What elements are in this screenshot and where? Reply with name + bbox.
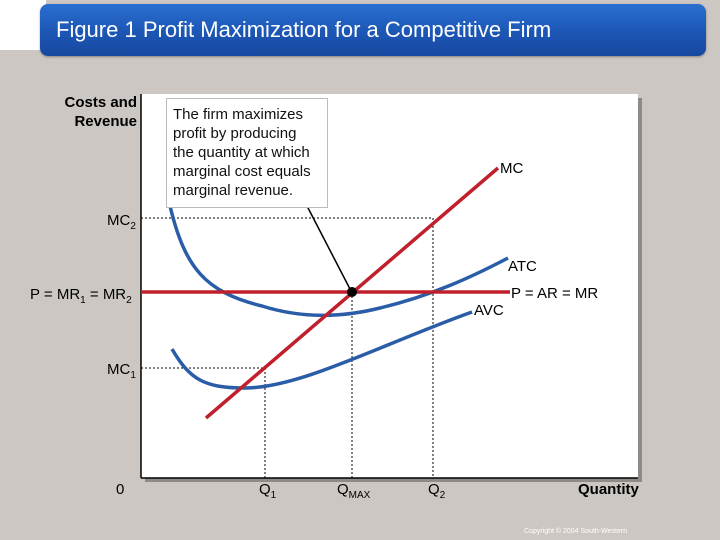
price-label-sub2: 2 xyxy=(126,295,132,306)
q2-label-sub: 2 xyxy=(439,490,446,501)
qmax-label-main: Q xyxy=(337,481,349,498)
y-axis-label: Costs and Revenue xyxy=(57,93,137,131)
slide-corner xyxy=(0,0,46,50)
price-line-label: P = AR = MR xyxy=(511,285,599,302)
page-title: Figure 1 Profit Maximization for a Compe… xyxy=(56,17,552,42)
copyright-text: Copyright © 2004 South-Western xyxy=(524,528,628,535)
q1-label-sub: 1 xyxy=(270,490,277,501)
price-label: P = MR1 = MR2 xyxy=(30,286,132,310)
qmax-label-sub: MAX xyxy=(348,490,371,501)
title-bar xyxy=(40,4,706,56)
q1-label-main: Q xyxy=(259,481,271,498)
mc1-label-sub: 1 xyxy=(130,370,136,381)
callout-pointer xyxy=(305,203,351,290)
qmax-label: QMAX xyxy=(337,481,370,505)
avc-curve-label: AVC xyxy=(474,302,504,319)
mc2-label-sub: 2 xyxy=(130,221,136,232)
y-axis-label-text: Costs and Revenue xyxy=(64,94,137,130)
q1-label: Q1 xyxy=(259,481,276,505)
mc1-label-main: MC xyxy=(107,361,131,378)
mc1-label: MC1 xyxy=(107,361,136,385)
q2-label-main: Q xyxy=(428,481,440,498)
origin-label: 0 xyxy=(116,481,125,498)
mc2-label-main: MC xyxy=(107,212,131,229)
callout-box: The firm maximizes profit by producing t… xyxy=(166,98,328,208)
avc-curve xyxy=(170,310,473,390)
atc-curve xyxy=(168,205,509,317)
mc2-label: MC2 xyxy=(107,212,136,236)
q2-label: Q2 xyxy=(428,481,445,505)
price-label-part1: P = MR xyxy=(30,286,81,303)
atc-curve-label: ATC xyxy=(508,258,537,275)
mc-curve-label: MC xyxy=(500,160,524,177)
x-axis-label: Quantity xyxy=(578,481,639,498)
profit-max-point xyxy=(347,287,357,297)
price-label-part2: = MR xyxy=(85,286,127,303)
price-label-sub1: 1 xyxy=(80,295,86,306)
